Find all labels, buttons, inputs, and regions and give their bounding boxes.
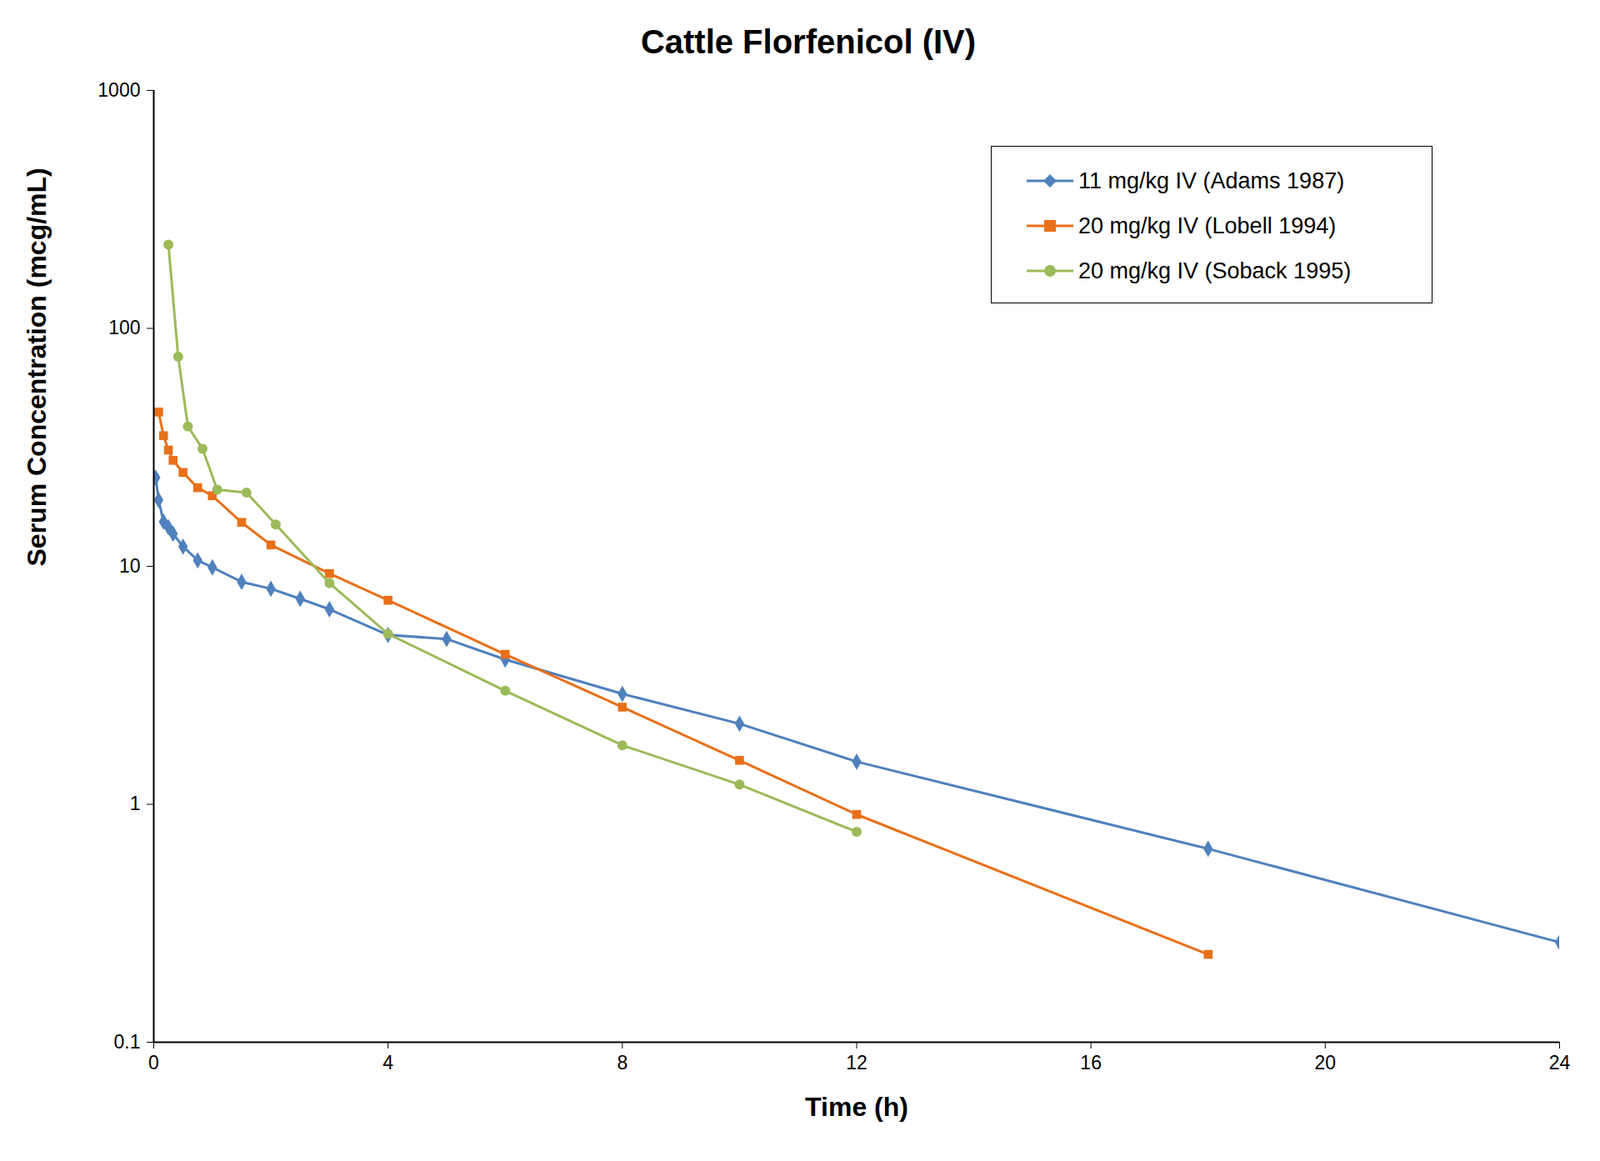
- svg-text:Time (h): Time (h): [805, 1091, 909, 1122]
- svg-text:8: 8: [616, 1051, 628, 1074]
- svg-text:12: 12: [845, 1051, 868, 1074]
- html-text:20 mg/kg IV (Soback 1995): 20 mg/kg IV (Soback 1995): [1078, 257, 1351, 283]
- svg-text:1: 1: [130, 792, 141, 815]
- html-text:11 mg/kg IV (Adams 1987): 11 mg/kg IV (Adams 1987): [1078, 167, 1345, 193]
- html-text:20 mg/kg IV (Lobell 1994): 20 mg/kg IV (Lobell 1994): [1078, 212, 1336, 238]
- svg-text:0: 0: [148, 1051, 160, 1074]
- svg-text:16: 16: [1080, 1051, 1102, 1074]
- svg-text:20: 20: [1315, 1051, 1337, 1074]
- svg-text:10: 10: [119, 555, 141, 577]
- svg-text:24: 24: [1549, 1051, 1571, 1074]
- html-text:Cattle Florfenicol (IV): Cattle Florfenicol (IV): [640, 23, 976, 60]
- svg-text:4: 4: [382, 1051, 394, 1074]
- svg-text:Serum Concentration (mcg/mL): Serum Concentration (mcg/mL): [21, 167, 52, 566]
- svg-text:0.1: 0.1: [114, 1030, 141, 1053]
- svg-text:1000: 1000: [97, 79, 140, 101]
- svg-text:100: 100: [108, 316, 140, 339]
